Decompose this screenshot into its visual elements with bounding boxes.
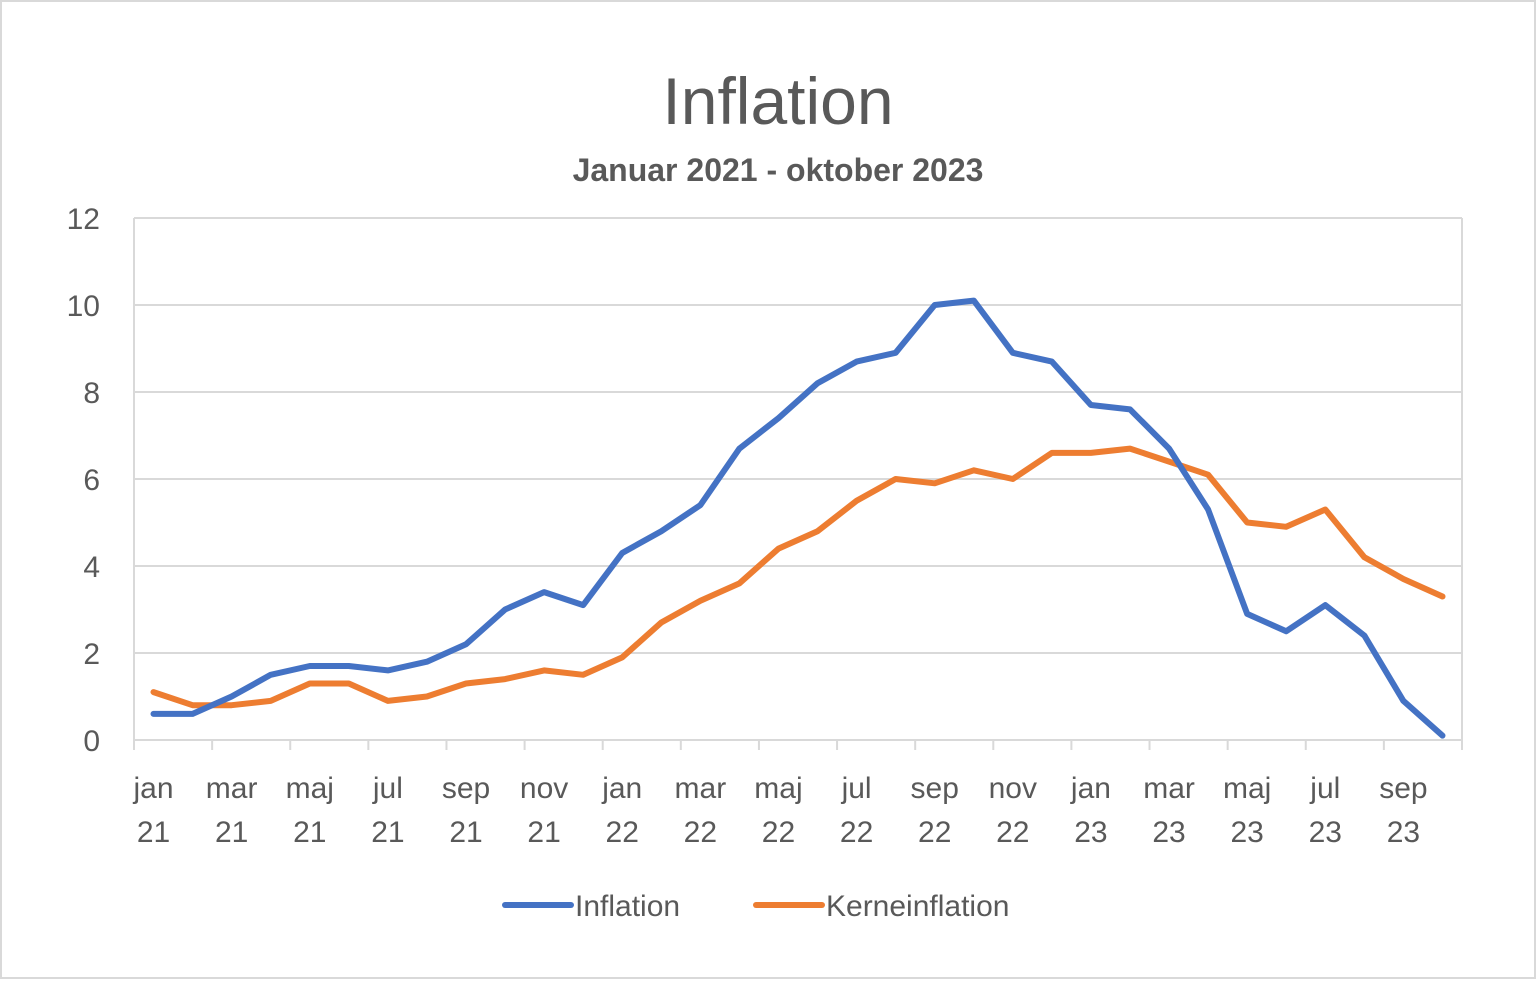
x-tick-label-year: 21	[293, 816, 326, 849]
y-tick-label: 6	[83, 464, 100, 497]
chart-title: Inflation	[662, 64, 893, 138]
x-tick-label-year: 21	[527, 816, 560, 849]
x-tick-label-month: sep	[911, 772, 959, 805]
x-tick-label-year: 21	[449, 816, 482, 849]
y-tick-label: 12	[67, 203, 100, 236]
x-tick-label-month: jul	[372, 772, 403, 805]
x-tick-label-month: maj	[1223, 772, 1271, 805]
x-tick-label-year: 23	[1074, 816, 1107, 849]
x-tick-label-year: 22	[606, 816, 639, 849]
x-tick-label-month: nov	[520, 772, 568, 805]
x-tick-label-year: 22	[840, 816, 873, 849]
x-tick-label-month: sep	[442, 772, 490, 805]
x-tick-label-month: mar	[206, 772, 258, 805]
x-tick-label-year: 22	[684, 816, 717, 849]
x-tick-label-year: 21	[137, 816, 170, 849]
x-tick-label-month: sep	[1379, 772, 1427, 805]
x-tick-label-year: 21	[215, 816, 248, 849]
x-tick-label-year: 22	[996, 816, 1029, 849]
x-tick-label-year: 23	[1309, 816, 1342, 849]
x-tick-label-month: jan	[601, 772, 642, 805]
x-tick-label-year: 23	[1230, 816, 1263, 849]
y-tick-label: 10	[67, 290, 100, 323]
x-tick-label-month: mar	[1143, 772, 1195, 805]
x-tick-label-month: jan	[1070, 772, 1111, 805]
x-tick-label-year: 22	[762, 816, 795, 849]
y-tick-label: 2	[83, 638, 100, 671]
x-tick-label-month: mar	[675, 772, 727, 805]
x-tick-label-year: 23	[1152, 816, 1185, 849]
y-tick-label: 8	[83, 377, 100, 410]
x-tick-label-month: jul	[1309, 772, 1340, 805]
x-tick-label-month: maj	[286, 772, 334, 805]
x-tick-label-year: 22	[918, 816, 951, 849]
x-tick-label-year: 21	[371, 816, 404, 849]
legend-label-inflation: Inflation	[575, 890, 680, 923]
x-tick-label-month: jan	[133, 772, 174, 805]
y-tick-label: 0	[83, 725, 100, 758]
x-tick-label-month: nov	[989, 772, 1037, 805]
x-tick-label-year: 23	[1387, 816, 1420, 849]
chart-subtitle: Januar 2021 - oktober 2023	[573, 152, 984, 188]
legend-label-kerneinflation: Kerneinflation	[826, 890, 1009, 923]
x-tick-label-month: maj	[754, 772, 802, 805]
y-tick-label: 4	[83, 551, 100, 584]
x-tick-label-month: jul	[841, 772, 872, 805]
